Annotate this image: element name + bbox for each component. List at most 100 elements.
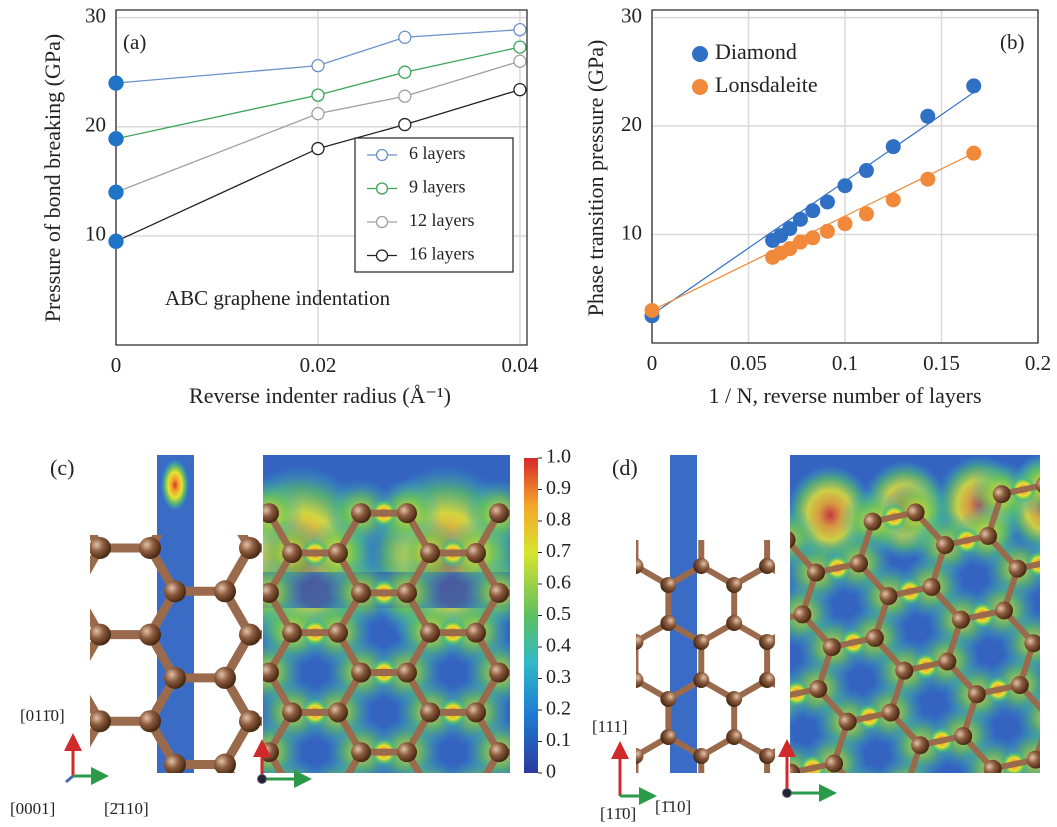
bond bbox=[614, 553, 637, 593]
atom bbox=[259, 503, 279, 523]
atom bbox=[562, 786, 578, 802]
atom bbox=[735, 655, 756, 676]
atom bbox=[213, 503, 233, 523]
atom bbox=[726, 615, 742, 631]
annotation: ABC graphene indentation bbox=[165, 286, 391, 310]
panel-d: (d) [111] [11̄0] [1̄10] bbox=[562, 418, 1057, 827]
atom bbox=[765, 687, 786, 708]
atom bbox=[420, 702, 440, 722]
legend-label: 9 layers bbox=[409, 177, 465, 197]
atom bbox=[660, 615, 676, 631]
atom bbox=[64, 580, 86, 602]
legend-marker bbox=[377, 217, 388, 228]
atom bbox=[397, 663, 417, 683]
atom bbox=[896, 776, 917, 797]
colorbar-label: 0.8 bbox=[546, 509, 571, 531]
colorbar-label: 1.0 bbox=[546, 446, 571, 468]
structure-map bbox=[120, 479, 718, 827]
atom bbox=[289, 797, 311, 819]
axis-origin bbox=[783, 789, 792, 798]
atom bbox=[328, 782, 348, 802]
atom bbox=[595, 577, 611, 593]
data-point bbox=[966, 78, 981, 93]
atom bbox=[164, 667, 186, 689]
data-point bbox=[109, 234, 123, 248]
atom bbox=[139, 537, 161, 559]
atom bbox=[164, 754, 186, 776]
direction-label: [011̄0] bbox=[20, 706, 65, 725]
legend-marker bbox=[377, 250, 388, 261]
atom bbox=[0, 710, 11, 732]
x-tick-label: 0 bbox=[111, 353, 122, 377]
x-tick-label: 0.05 bbox=[730, 351, 767, 375]
legend-label: Diamond bbox=[715, 39, 797, 64]
data-point bbox=[312, 89, 324, 101]
x-tick-label: 0 bbox=[647, 351, 658, 375]
atom bbox=[627, 672, 643, 688]
atom bbox=[239, 537, 261, 559]
atom bbox=[726, 577, 742, 593]
atom bbox=[282, 782, 302, 802]
y-tick-label: 10 bbox=[85, 222, 106, 246]
atom bbox=[0, 537, 11, 559]
y-tick-label: 30 bbox=[85, 3, 106, 27]
data-point bbox=[820, 194, 835, 209]
bond bbox=[864, 787, 907, 796]
data-point bbox=[805, 230, 820, 245]
colorbar-label: 0.2 bbox=[546, 698, 571, 720]
data-point bbox=[399, 119, 411, 131]
x-tick-label: 0.15 bbox=[923, 351, 960, 375]
legend-label: 6 layers bbox=[409, 143, 465, 163]
atom bbox=[420, 782, 440, 802]
atom bbox=[627, 558, 643, 574]
bond bbox=[0, 721, 25, 764]
atom bbox=[726, 729, 742, 745]
atom bbox=[726, 501, 742, 517]
density-hotspot bbox=[163, 778, 191, 806]
bond bbox=[603, 509, 636, 528]
density-glow bbox=[1037, 595, 1057, 673]
colorbar-label: 0.6 bbox=[546, 572, 571, 594]
bond bbox=[570, 623, 603, 642]
atom bbox=[853, 786, 874, 807]
atom bbox=[64, 667, 86, 689]
density-glow bbox=[534, 758, 603, 827]
bond bbox=[1053, 518, 1057, 560]
atom bbox=[489, 583, 509, 603]
y-axis-label: Phase transition pressure (GPa) bbox=[583, 40, 608, 317]
atom bbox=[627, 503, 647, 523]
atom bbox=[1050, 549, 1057, 570]
bond bbox=[614, 673, 637, 713]
legend-label: 12 layers bbox=[409, 210, 474, 230]
legend-marker bbox=[692, 46, 708, 62]
legend-label: Lonsdaleite bbox=[715, 72, 818, 97]
axis-arrow bbox=[66, 776, 73, 782]
atom bbox=[767, 804, 788, 825]
atom bbox=[89, 710, 111, 732]
atom bbox=[693, 672, 709, 688]
data-point bbox=[805, 203, 820, 218]
atom bbox=[0, 624, 11, 646]
data-point bbox=[109, 76, 123, 90]
atom bbox=[351, 742, 371, 762]
y-tick-label: 10 bbox=[621, 220, 642, 244]
bond bbox=[603, 680, 636, 699]
atom bbox=[89, 537, 111, 559]
atom bbox=[558, 782, 578, 802]
bond bbox=[1045, 480, 1057, 522]
panel-c: 00.10.20.30.40.50.60.70.80.91.0 (c) [011… bbox=[0, 446, 718, 827]
data-point bbox=[886, 192, 901, 207]
bond bbox=[754, 698, 783, 740]
colorbar bbox=[524, 458, 538, 773]
atom bbox=[759, 634, 775, 650]
atom bbox=[282, 543, 302, 563]
direction-label: [2̄110] bbox=[104, 799, 149, 818]
atom bbox=[466, 782, 486, 802]
bond bbox=[734, 509, 767, 528]
direction-label: [11̄0] bbox=[600, 804, 636, 823]
density-hotspot bbox=[439, 778, 467, 806]
density-hotspot bbox=[577, 539, 605, 567]
y-tick-label: 30 bbox=[621, 3, 642, 27]
atom bbox=[693, 634, 709, 650]
legend-marker bbox=[692, 79, 708, 95]
